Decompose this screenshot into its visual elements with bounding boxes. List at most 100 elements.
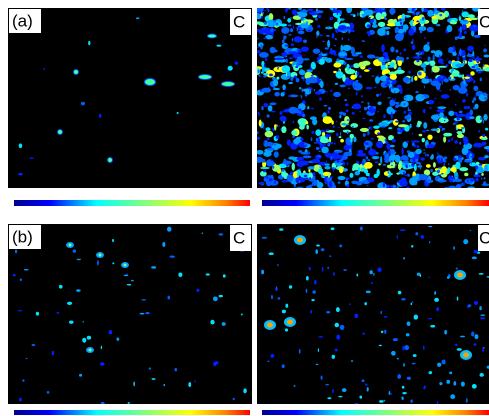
signal-spot [360, 226, 363, 231]
signal-spot [320, 375, 323, 380]
signal-spot [421, 16, 425, 21]
signal-spot [339, 111, 345, 115]
signal-spot [411, 132, 414, 135]
signal-spot [440, 94, 450, 99]
signal-spot [286, 139, 291, 146]
signal-spot [305, 21, 309, 25]
signal-spot [376, 168, 380, 177]
signal-spot [305, 77, 311, 85]
signal-spot [375, 12, 382, 21]
signal-spot [281, 309, 286, 314]
signal-spot [98, 113, 102, 118]
signal-spot [58, 284, 63, 289]
signal-spot [462, 57, 466, 61]
signal-spot [424, 37, 427, 40]
signal-spot [298, 49, 302, 52]
signal-spot [456, 348, 462, 351]
signal-spot [429, 63, 431, 66]
signal-spot [402, 157, 404, 161]
signal-spot [485, 127, 489, 131]
signal-spot [403, 257, 406, 260]
signal-spot [373, 272, 375, 276]
signal-spot [411, 175, 420, 181]
signal-spot [381, 44, 385, 53]
label-box [9, 9, 41, 33]
signal-spot [291, 129, 298, 136]
element-label: C [479, 228, 489, 247]
signal-spot [272, 165, 275, 169]
signal-spot [421, 77, 430, 84]
signal-spot [394, 154, 401, 163]
signal-spot [450, 394, 456, 400]
signal-spot [359, 55, 364, 58]
signal-spot [270, 174, 274, 178]
signal-spot [330, 48, 332, 51]
signal-spot [410, 27, 413, 30]
signal-spot [263, 103, 269, 108]
signal-spot [357, 12, 359, 17]
signal-spot [368, 16, 371, 19]
signal-spot [399, 52, 402, 55]
signal-spot [342, 44, 352, 52]
signal-spot [319, 80, 324, 89]
signal-spot [324, 152, 333, 158]
signal-spot [312, 290, 316, 294]
signal-spot [374, 56, 380, 59]
signal-spot [390, 111, 393, 120]
signal-spot [307, 106, 310, 110]
signal-spot [341, 158, 345, 160]
signal-spot [371, 75, 375, 77]
signal-spot [467, 179, 469, 183]
signal-spot [100, 362, 105, 366]
signal-spot [457, 113, 467, 117]
signal-spot [346, 26, 350, 30]
signal-spot [453, 157, 457, 162]
signal-spot [458, 16, 462, 22]
signal-spot [388, 391, 391, 395]
signal-spot [473, 97, 477, 101]
signal-spot [416, 20, 420, 23]
signal-spot [307, 151, 310, 154]
signal-spot [407, 106, 409, 110]
signal-spot [305, 47, 307, 52]
signal-spot [378, 8, 381, 10]
signal-spot [454, 121, 458, 124]
signal-spot [318, 58, 325, 65]
signal-spot [443, 156, 448, 160]
signal-spot [377, 132, 381, 135]
signal-spot [432, 54, 435, 62]
signal-spot [477, 71, 482, 74]
signal-spot [316, 30, 320, 36]
signal-spot [324, 163, 330, 166]
signal-spot [469, 109, 474, 116]
signal-spot [361, 101, 364, 103]
signal-spot [390, 46, 395, 53]
signal-spot [329, 49, 337, 55]
signal-spot [418, 50, 422, 54]
signal-spot [483, 113, 488, 121]
signal-spot [346, 184, 350, 188]
signal-spot [373, 125, 380, 129]
signal-spot [317, 142, 321, 145]
signal-spot [283, 158, 287, 163]
signal-spot [266, 114, 270, 118]
signal-spot [431, 65, 440, 73]
signal-spot [478, 273, 484, 275]
panel-bg [257, 224, 489, 404]
signal-spot [339, 26, 344, 29]
signal-spot [409, 123, 412, 129]
signal-spot [391, 138, 396, 143]
signal-spot [290, 43, 295, 47]
signal-spot [436, 307, 439, 312]
signal-spot [389, 99, 396, 107]
signal-spot [18, 143, 23, 149]
signal-spot [428, 276, 430, 279]
signal-spot [356, 152, 367, 157]
signal-spot [406, 56, 409, 60]
signal-spot [350, 13, 354, 16]
signal-spot [288, 81, 294, 85]
signal-spot [336, 13, 339, 16]
map-panel [8, 8, 252, 188]
signal-spot [410, 399, 413, 404]
signal-spot [352, 103, 362, 110]
